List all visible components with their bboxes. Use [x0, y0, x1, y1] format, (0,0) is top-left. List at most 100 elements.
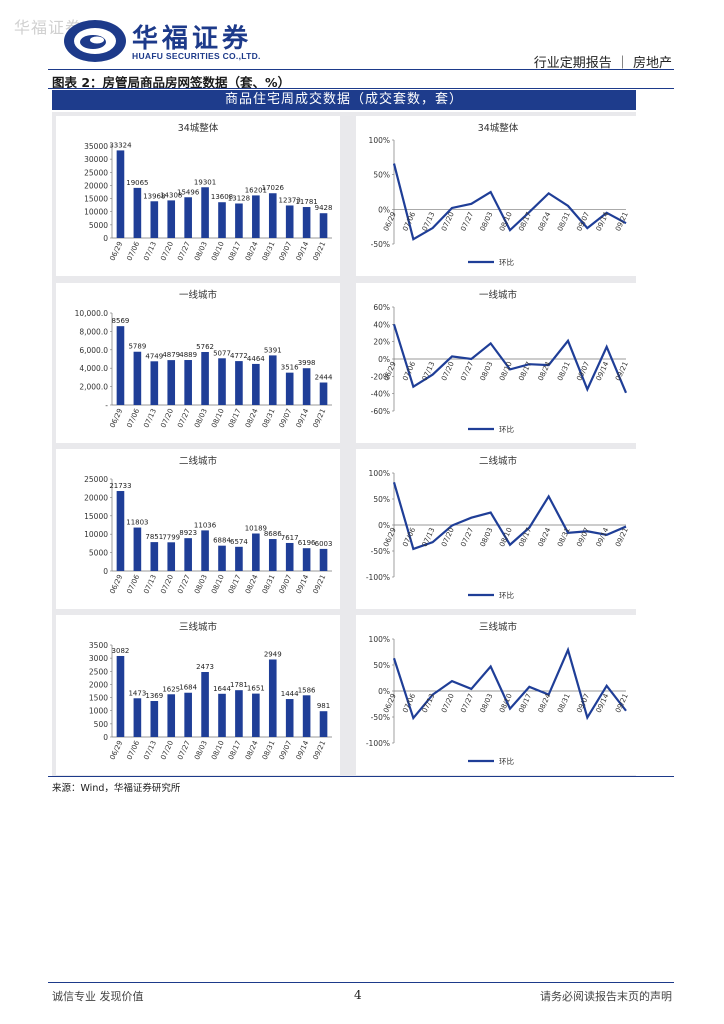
data-label: 1473 — [128, 689, 146, 697]
bar — [218, 202, 226, 238]
x-tick-label: 07/20 — [159, 739, 175, 761]
bar — [201, 187, 209, 238]
data-label: 2473 — [196, 663, 214, 671]
y-tick-label: 20% — [373, 338, 390, 347]
data-label: 981 — [317, 702, 330, 710]
x-tick-label: 09/07 — [278, 240, 294, 262]
y-tick-label: 50% — [373, 661, 390, 670]
bar — [150, 701, 159, 737]
y-tick-label: 60% — [373, 303, 390, 312]
y-tick-label: 35000 — [84, 142, 108, 151]
y-tick-label: 0 — [103, 567, 108, 576]
bar — [133, 187, 142, 238]
x-tick-label: 07/06 — [401, 360, 417, 382]
x-tick-label: 08/31 — [261, 240, 277, 262]
x-tick-label: 09/07 — [575, 692, 591, 714]
x-tick-label: 07/20 — [440, 526, 456, 548]
series-line — [392, 646, 627, 721]
x-tick-label: 07/13 — [421, 692, 437, 714]
figure-banner: 商品住宅周成交数据（成交套数，套） — [52, 90, 636, 110]
x-tick-label: 06/29 — [108, 739, 124, 761]
x-tick-label: 08/17 — [227, 407, 243, 429]
x-tick-label: 07/27 — [176, 739, 192, 761]
data-label: 4772 — [230, 352, 248, 360]
bar — [285, 205, 294, 238]
x-tick-label: 06/29 — [108, 573, 124, 595]
y-tick-label: 0 — [103, 234, 108, 243]
y-tick-label: 50% — [373, 495, 390, 504]
x-tick-label: 07/20 — [440, 360, 456, 382]
x-tick-label: 08/24 — [537, 210, 553, 232]
line-chart: 三线城市-100%-50%0%50%100%06/29 07/06 07/13 07/… — [356, 615, 640, 775]
x-tick-label: 08/31 — [261, 739, 277, 761]
line-chart: 二线城市-100%-50%0%50%100%06/29 07/06 07/13 07/… — [356, 449, 640, 609]
y-tick-label: 20000 — [84, 493, 108, 502]
x-tick-label: 09/14 — [295, 407, 311, 429]
y-tick-label: 4,000.0 — [79, 364, 108, 373]
brand-name-en: HUAFU SECURITIES CO.,LTD. — [132, 51, 261, 61]
x-tick-label: 09/21 — [614, 211, 630, 233]
x-tick-label: 07/13 — [421, 211, 437, 233]
x-tick-label: 09/07 — [278, 407, 294, 429]
y-tick-label: -60% — [371, 407, 390, 416]
y-tick-label: 2,000.0 — [79, 383, 108, 392]
y-tick-label: 0 — [103, 733, 108, 742]
y-tick-label: 100% — [369, 136, 390, 145]
chart-title: 34城整体 — [178, 122, 219, 134]
y-tick-label: 3000 — [89, 654, 108, 663]
bar-chart: 三线城市 0 500 1000 1500 2000 2500 3000 3500 3082 06/2… — [56, 615, 340, 775]
x-tick-label: 07/27 — [459, 692, 475, 714]
data-label: 7617 — [281, 534, 299, 542]
data-label: 7799 — [162, 533, 180, 541]
bar — [319, 213, 328, 238]
x-tick-label: 08/17 — [517, 360, 533, 382]
data-label: 5391 — [264, 346, 282, 354]
x-tick-label: 08/17 — [227, 739, 243, 761]
x-tick-label: 09/14 — [595, 360, 611, 382]
bar — [133, 351, 142, 405]
x-tick-label: 09/21 — [614, 692, 630, 714]
bar — [116, 655, 125, 737]
x-tick-label: 08/31 — [556, 211, 572, 233]
data-label: 11036 — [194, 521, 217, 529]
x-tick-label: 09/14 — [295, 573, 311, 595]
data-label: 4749 — [145, 352, 163, 360]
y-tick-label: -50% — [371, 240, 390, 249]
bar — [133, 527, 142, 571]
data-label: 5789 — [128, 343, 146, 351]
chart-title: 34城整体 — [478, 122, 519, 134]
y-tick-label: 0% — [378, 521, 390, 530]
y-tick-label: -50% — [371, 547, 390, 556]
x-tick-label: 08/10 — [210, 240, 226, 262]
data-label: 6003 — [315, 540, 333, 548]
bar — [218, 358, 226, 405]
bar — [235, 203, 243, 238]
data-label: 10189 — [245, 525, 267, 533]
data-label: 33324 — [109, 141, 132, 149]
y-tick-label: 2000 — [89, 680, 108, 689]
x-tick-label: 07/06 — [125, 739, 141, 761]
footer-slogan: 诚信专业 发现价值 — [52, 990, 144, 1003]
bar — [150, 542, 159, 571]
data-label: 4889 — [179, 351, 197, 359]
x-tick-label: 07/27 — [459, 211, 475, 233]
x-tick-label: 09/21 — [312, 573, 328, 595]
bar — [116, 491, 125, 571]
figure-source: 来源：Wind，华福证券研究所 — [52, 783, 181, 794]
bar — [235, 690, 243, 737]
source-divider — [48, 776, 674, 777]
y-tick-label: - — [105, 401, 108, 410]
legend-label: 环比 — [499, 756, 514, 766]
x-tick-label: 07/13 — [142, 407, 158, 429]
bar — [167, 694, 176, 737]
report-type: 行业定期报告 ｜ 房地产 — [533, 56, 672, 71]
x-tick-label: 08/24 — [244, 573, 260, 595]
y-tick-label: -100% — [366, 573, 390, 582]
x-tick-label: 08/31 — [556, 360, 572, 382]
y-tick-label: 0% — [378, 205, 390, 214]
y-tick-label: -40% — [371, 390, 390, 399]
x-tick-label: 07/27 — [176, 240, 192, 262]
bar — [268, 193, 277, 238]
bar — [218, 693, 226, 737]
y-tick-label: 40% — [373, 320, 390, 329]
